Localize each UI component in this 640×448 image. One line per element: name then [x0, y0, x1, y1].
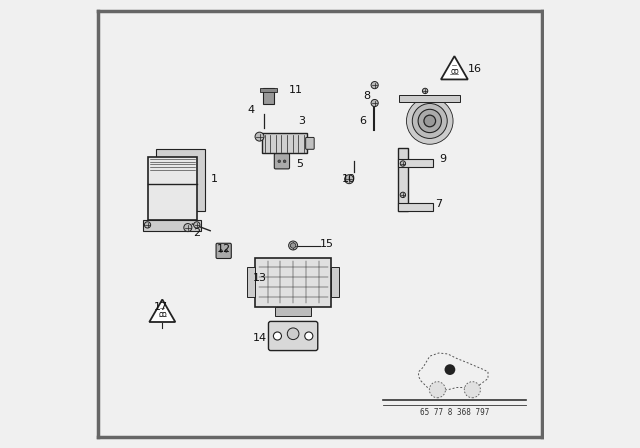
- Bar: [247, 267, 255, 297]
- Circle shape: [344, 175, 354, 184]
- Text: 17: 17: [154, 302, 168, 312]
- Circle shape: [412, 103, 447, 138]
- Circle shape: [406, 98, 453, 144]
- Bar: [398, 148, 408, 211]
- Text: 11: 11: [289, 85, 302, 95]
- Circle shape: [422, 88, 428, 94]
- Circle shape: [400, 192, 406, 198]
- Circle shape: [287, 328, 299, 340]
- Text: 16: 16: [468, 65, 481, 74]
- Circle shape: [255, 132, 264, 141]
- Bar: [398, 203, 433, 211]
- FancyBboxPatch shape: [255, 258, 332, 307]
- FancyBboxPatch shape: [148, 157, 197, 220]
- Circle shape: [291, 243, 296, 248]
- Circle shape: [184, 224, 192, 232]
- Circle shape: [400, 161, 406, 166]
- Bar: [275, 307, 311, 316]
- Circle shape: [284, 160, 286, 163]
- Circle shape: [278, 160, 280, 163]
- Text: 12: 12: [216, 244, 231, 254]
- Bar: [332, 267, 339, 297]
- Circle shape: [273, 332, 282, 340]
- Circle shape: [371, 99, 378, 107]
- Bar: [143, 220, 202, 231]
- Circle shape: [464, 382, 481, 398]
- Bar: [262, 133, 307, 153]
- Circle shape: [429, 382, 445, 398]
- FancyBboxPatch shape: [269, 322, 317, 350]
- Circle shape: [418, 109, 442, 133]
- Text: 1: 1: [211, 174, 218, 184]
- Circle shape: [445, 364, 455, 375]
- Circle shape: [424, 115, 436, 127]
- Bar: [399, 95, 460, 102]
- Text: 15: 15: [320, 239, 333, 249]
- Text: 4: 4: [247, 105, 254, 115]
- Text: 65 77 8 368 797: 65 77 8 368 797: [420, 408, 489, 417]
- Circle shape: [225, 250, 228, 252]
- Text: 7: 7: [435, 199, 442, 209]
- Text: 2: 2: [193, 228, 200, 238]
- Circle shape: [145, 222, 150, 228]
- Text: 8: 8: [364, 91, 371, 101]
- Text: 6: 6: [359, 116, 366, 126]
- Text: 10: 10: [342, 174, 356, 184]
- Bar: [260, 88, 276, 92]
- Text: 14: 14: [252, 333, 267, 343]
- Text: 3: 3: [299, 116, 305, 126]
- Bar: [156, 149, 205, 211]
- Text: ꝏ: ꝏ: [159, 310, 166, 319]
- Polygon shape: [441, 56, 468, 79]
- Circle shape: [220, 250, 222, 252]
- Circle shape: [194, 222, 200, 228]
- Circle shape: [371, 82, 378, 89]
- Bar: [398, 159, 433, 167]
- Text: ꝏ: ꝏ: [451, 67, 458, 76]
- Bar: [263, 89, 274, 104]
- Text: 13: 13: [253, 273, 266, 283]
- Text: 5: 5: [296, 159, 303, 168]
- Polygon shape: [149, 300, 175, 322]
- Text: 9: 9: [440, 154, 447, 164]
- FancyBboxPatch shape: [216, 243, 231, 258]
- FancyBboxPatch shape: [275, 154, 289, 169]
- Circle shape: [305, 332, 313, 340]
- Circle shape: [289, 241, 298, 250]
- FancyBboxPatch shape: [306, 138, 314, 149]
